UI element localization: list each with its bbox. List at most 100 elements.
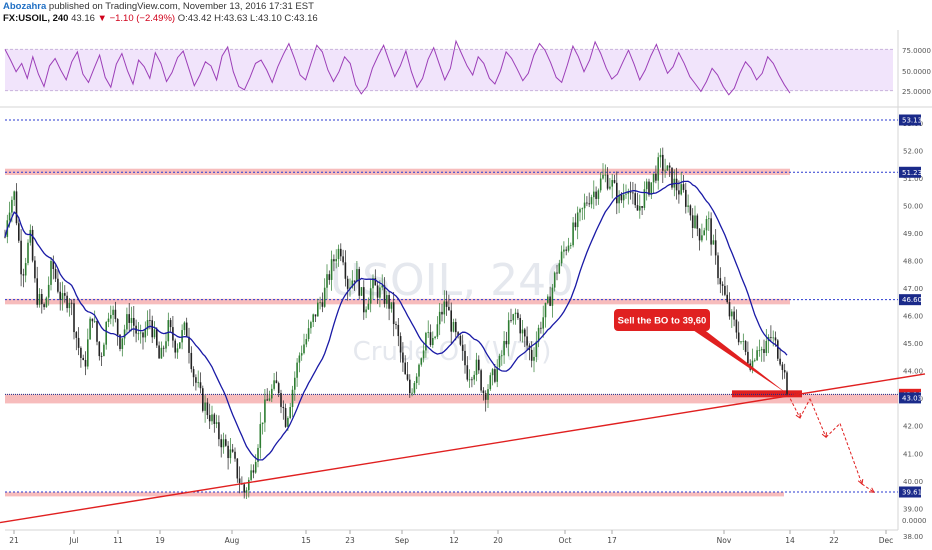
candle <box>379 280 381 308</box>
candle <box>781 361 784 380</box>
candle <box>503 331 505 364</box>
candle <box>363 280 365 320</box>
price-axis[interactable]: 53.0052.0051.0050.0049.0048.0047.0046.00… <box>903 120 923 541</box>
candle <box>291 385 294 418</box>
candle <box>553 271 556 292</box>
candle <box>537 324 540 348</box>
candle <box>392 292 395 337</box>
candle <box>616 171 618 215</box>
candle <box>505 331 508 348</box>
candle <box>563 241 565 259</box>
candle <box>314 314 317 322</box>
svg-text:46.60: 46.60 <box>902 296 922 304</box>
candle <box>123 324 126 346</box>
candle <box>632 181 634 205</box>
candle <box>427 320 429 338</box>
candle <box>225 434 227 447</box>
candle <box>659 148 662 168</box>
candle <box>452 318 455 333</box>
candle <box>365 306 367 319</box>
candle <box>639 194 641 219</box>
candle <box>73 298 75 340</box>
rsi-line <box>4 39 791 96</box>
candle <box>703 227 705 236</box>
date-tick: Dec <box>879 536 894 545</box>
date-tick: Oct <box>559 536 572 545</box>
candle <box>590 194 593 209</box>
time-axis[interactable]: 21 Jul 11 19 Aug 15 23 Sep 12 20 Oct 17 Nov 14 22 Dec <box>9 530 893 545</box>
candle <box>662 147 664 183</box>
candle <box>335 249 337 269</box>
price-tick: 38.00 <box>903 533 923 541</box>
candle <box>758 339 761 357</box>
candle <box>151 315 153 344</box>
candle <box>514 308 517 325</box>
candle <box>409 374 411 398</box>
candle <box>464 344 466 374</box>
author-link[interactable]: Abozahra <box>3 1 47 12</box>
candle <box>52 255 55 280</box>
candle <box>735 309 738 339</box>
candle <box>317 298 319 317</box>
candle <box>312 313 314 327</box>
rising-trendline[interactable] <box>0 373 926 524</box>
candle <box>31 225 34 263</box>
candle <box>206 398 209 420</box>
candle <box>512 313 515 325</box>
candle <box>268 390 271 402</box>
candle <box>43 302 45 310</box>
candle <box>126 307 128 335</box>
moving-average-line <box>4 180 788 461</box>
candle <box>100 352 103 366</box>
candle <box>87 328 89 370</box>
candle <box>277 381 280 398</box>
candle <box>696 213 699 237</box>
candle <box>190 346 193 373</box>
candle <box>179 342 181 350</box>
candle <box>542 305 544 338</box>
candle <box>484 390 487 412</box>
candle <box>77 327 80 356</box>
candle <box>303 333 305 355</box>
candle <box>326 264 328 300</box>
candle <box>691 208 694 239</box>
candle <box>544 302 547 328</box>
candle <box>540 321 542 334</box>
candle <box>261 422 264 435</box>
candle <box>158 341 160 359</box>
candle <box>54 263 57 282</box>
candle <box>146 310 149 336</box>
candle <box>549 286 551 307</box>
candle <box>432 331 434 349</box>
candle <box>413 380 416 395</box>
candle <box>172 316 174 348</box>
price-tick: 44.00 <box>903 368 923 376</box>
candle <box>710 212 712 256</box>
candle <box>622 183 625 208</box>
price-badge-39.61: 39.61 <box>899 486 922 498</box>
price-tick: 52.00 <box>903 148 923 156</box>
candle <box>333 254 335 272</box>
candle <box>491 368 494 386</box>
date-tick: 17 <box>607 536 617 545</box>
candle <box>367 297 370 310</box>
candle <box>162 345 165 357</box>
candle <box>558 259 561 275</box>
candle <box>167 312 170 347</box>
candle <box>708 211 710 231</box>
price-badge-43.03: 43.03 <box>899 392 922 404</box>
candle <box>105 320 107 350</box>
candle <box>443 290 446 324</box>
candle <box>174 338 176 359</box>
candle <box>682 174 685 193</box>
candle <box>185 317 188 338</box>
candle <box>369 279 372 313</box>
candle <box>760 346 763 362</box>
candle <box>422 343 425 363</box>
callout[interactable]: Sell the BO to 39,60 <box>614 309 788 395</box>
candle <box>356 260 358 282</box>
date-tick: 15 <box>301 536 311 545</box>
candle <box>245 487 248 499</box>
candle <box>756 346 758 361</box>
